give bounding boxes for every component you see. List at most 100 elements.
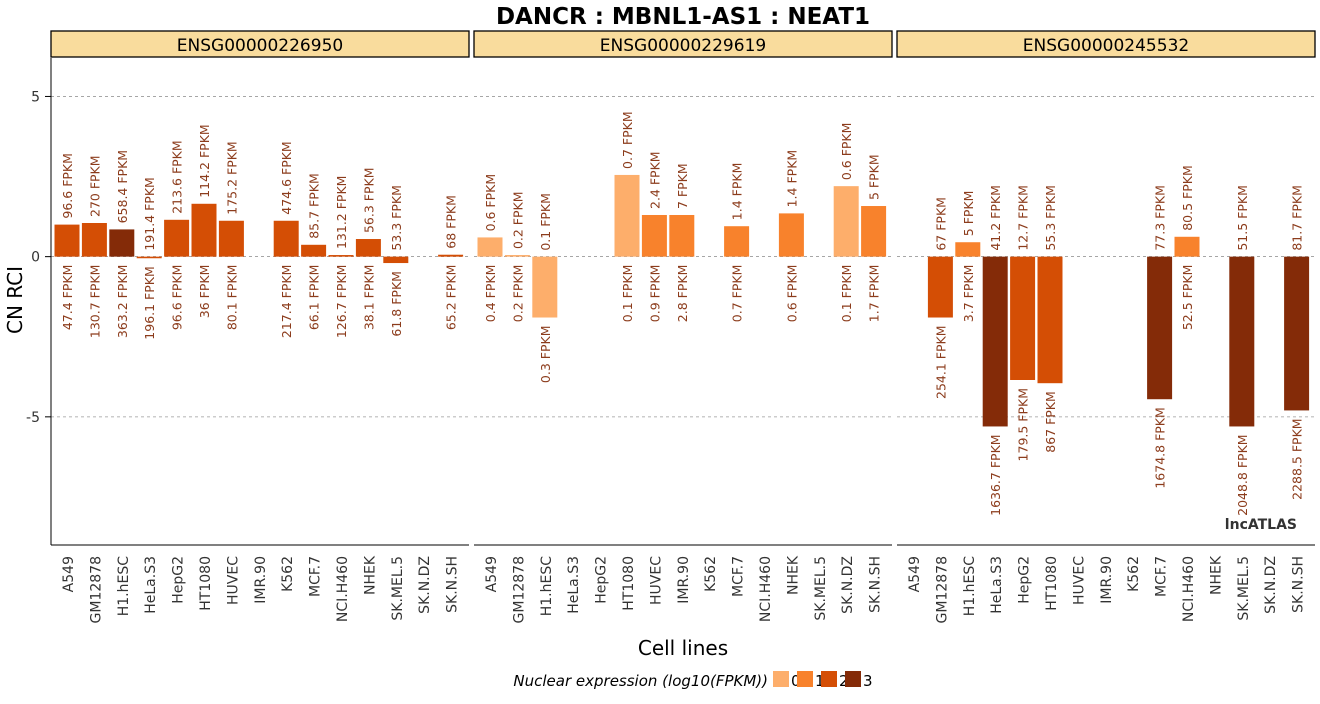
bar-label-top: 131.2 FPKM: [334, 176, 349, 249]
chart-title: DANCR : MBNL1-AS1 : NEAT1: [496, 4, 870, 30]
bar-label-top: 0.1 FPKM: [538, 193, 553, 251]
bar-label-bottom: 196.1 FPKM: [142, 266, 157, 339]
bar: [54, 224, 80, 257]
y-tick-label: 5: [31, 89, 40, 105]
bar-label-bottom: 65.2 FPKM: [444, 265, 459, 331]
bar-label-top: 5 FPKM: [961, 191, 976, 237]
legend-item-label: 3: [863, 672, 873, 690]
bar: [191, 203, 217, 257]
bar: [927, 256, 953, 318]
bar-label-bottom: 130.7 FPKM: [87, 265, 102, 338]
bar-label-bottom: 1.7 FPKM: [867, 265, 882, 323]
bar-label-bottom: 66.1 FPKM: [307, 265, 322, 331]
bar-label-bottom: 217.4 FPKM: [279, 265, 294, 338]
x-tick-label: HeLa.S3: [566, 556, 582, 614]
bar-label-top: 53.3 FPKM: [389, 185, 404, 251]
legend-item-label: 2: [839, 672, 849, 690]
x-tick-label: HT1080: [1044, 556, 1060, 611]
x-tick-label: GM12878: [934, 556, 950, 623]
legend-swatch: [773, 671, 789, 687]
bar-label-top: 474.6 FPKM: [279, 141, 294, 214]
x-tick-label: HUVEC: [1071, 556, 1087, 605]
bar-label-bottom: 2.8 FPKM: [675, 265, 690, 323]
bar: [833, 186, 859, 257]
bar-label-top: 2.4 FPKM: [647, 151, 662, 209]
bar-label-bottom: 0.6 FPKM: [784, 265, 799, 323]
panel-strip-label: ENSG00000229619: [600, 36, 766, 56]
legend-swatch: [845, 671, 861, 687]
bar: [218, 220, 244, 257]
x-tick-label: SK.N.DZ: [1263, 556, 1279, 614]
bar-label-bottom: 52.5 FPKM: [1180, 265, 1195, 331]
x-tick-label: H1.hESC: [962, 556, 978, 616]
bar-label-bottom: 3.7 FPKM: [961, 265, 976, 323]
bar-label-bottom: 363.2 FPKM: [115, 265, 130, 338]
bar: [1174, 236, 1200, 257]
bar-label-bottom: 2048.8 FPKM: [1235, 434, 1250, 515]
y-axis-label: CN RCI: [3, 266, 27, 334]
legend-swatch: [797, 671, 813, 687]
panel-strip: [473, 30, 893, 58]
x-tick-label: MCF.7: [308, 556, 324, 597]
x-tick-label: H1.hESC: [116, 556, 132, 616]
bar-label-bottom: 1674.8 FPKM: [1153, 407, 1168, 488]
bar-label-top: 175.2 FPKM: [224, 141, 239, 214]
bar: [109, 229, 135, 257]
bar: [1010, 256, 1036, 380]
bar-label-top: 5 FPKM: [867, 154, 882, 200]
grid-layer: 5 0 -5: [26, 89, 51, 426]
bar-label-bottom: 0.7 FPKM: [730, 265, 745, 323]
bar-label-top: 96.6 FPKM: [60, 153, 75, 219]
panel-strip: [896, 30, 1316, 58]
bar: [136, 256, 162, 259]
x-tick-label: HeLa.S3: [989, 556, 1005, 614]
legend-item-label: 1: [815, 672, 825, 690]
x-tick-label: NHEK: [362, 555, 378, 595]
bar-label-top: 77.3 FPKM: [1153, 185, 1168, 251]
x-tick-label: SK.N.SH: [868, 556, 884, 613]
bar: [1037, 256, 1063, 384]
legend-swatch: [821, 671, 837, 687]
x-tick-label: HT1080: [621, 556, 637, 611]
bar-label-top: 68 FPKM: [444, 195, 459, 249]
x-tick-label: IMR.90: [253, 556, 269, 604]
bar: [273, 220, 299, 257]
x-tick-label: NCI.H460: [1181, 556, 1197, 622]
panel-layer: ENSG00000226950 A549 96.6 FPKM 47.4 FPKM GM1…: [50, 30, 1316, 623]
x-tick-label: GM12878: [511, 556, 527, 623]
x-tick-label: NCI.H460: [335, 556, 351, 622]
bar: [1284, 256, 1310, 411]
x-axis-label: Cell lines: [638, 636, 728, 660]
panel-strip: [50, 30, 470, 58]
x-tick-label: SK.N.DZ: [417, 556, 433, 614]
bar-label-bottom: 254.1 FPKM: [933, 326, 948, 399]
bar-label-bottom: 2288.5 FPKM: [1290, 418, 1305, 499]
legend-title: Nuclear expression (log10(FPKM)): [513, 672, 768, 690]
x-tick-label: A549: [61, 556, 77, 592]
x-tick-label: SK.N.DZ: [840, 556, 856, 614]
bar-label-top: 1.4 FPKM: [784, 150, 799, 208]
bar-label-top: 213.6 FPKM: [170, 140, 185, 213]
bar: [614, 174, 640, 257]
bar-label-top: 7 FPKM: [675, 163, 690, 209]
x-tick-label: K562: [280, 556, 296, 592]
bar: [641, 214, 667, 257]
x-tick-label: IMR.90: [676, 556, 692, 604]
bar-label-bottom: 80.1 FPKM: [224, 265, 239, 331]
bar-label-bottom: 126.7 FPKM: [334, 265, 349, 338]
x-tick-label: NCI.H460: [758, 556, 774, 622]
bar-label-top: 1.4 FPKM: [730, 163, 745, 221]
bar: [532, 256, 558, 318]
x-tick-label: HeLa.S3: [143, 556, 159, 614]
x-tick-label: IMR.90: [1099, 556, 1115, 604]
bar-label-bottom: 867 FPKM: [1043, 391, 1058, 453]
x-tick-label: A549: [484, 556, 500, 592]
x-tick-label: K562: [1126, 556, 1142, 592]
x-tick-label: HT1080: [198, 556, 214, 611]
x-tick-label: MCF.7: [731, 556, 747, 597]
bar-label-top: 0.2 FPKM: [510, 191, 525, 249]
bar-label-bottom: 47.4 FPKM: [60, 265, 75, 331]
